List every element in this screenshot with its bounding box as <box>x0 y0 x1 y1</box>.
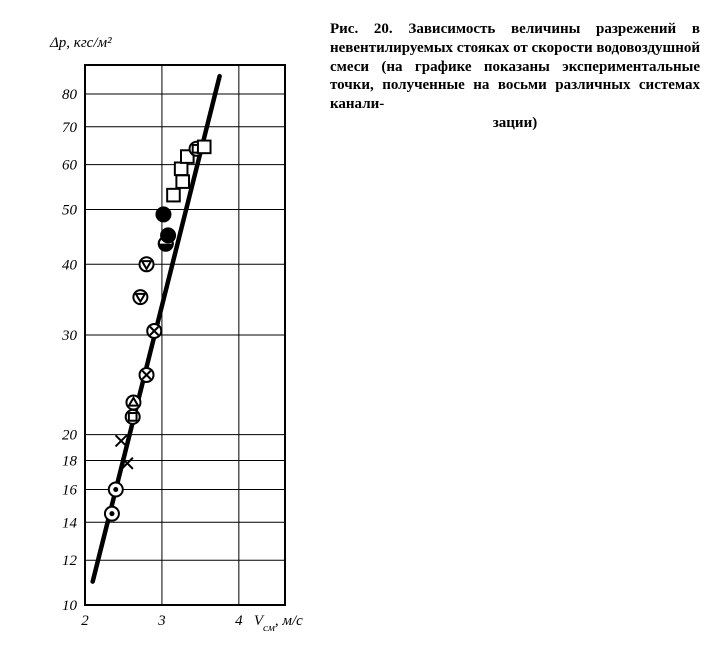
svg-text:80: 80 <box>62 87 78 103</box>
svg-text:70: 70 <box>62 120 78 136</box>
svg-text:12: 12 <box>62 553 78 569</box>
svg-text:Δp, кгс/м²: Δp, кгс/м² <box>49 35 112 51</box>
svg-text:10: 10 <box>62 598 78 614</box>
caption-last: зации) <box>330 114 700 133</box>
svg-text:18: 18 <box>62 454 78 470</box>
svg-text:20: 20 <box>62 428 78 444</box>
svg-text:2: 2 <box>81 613 89 629</box>
svg-text:16: 16 <box>62 482 78 498</box>
svg-text:40: 40 <box>62 257 78 273</box>
svg-text:30: 30 <box>61 328 78 344</box>
svg-text:60: 60 <box>62 158 78 174</box>
chart-svg: 10 12 14 16 18 20 30 40 50 60 70 80 2 3 4 Δp, кгс/м² Vсм… <box>20 15 320 655</box>
svg-text:3: 3 <box>157 613 166 629</box>
svg-text:4: 4 <box>235 613 243 629</box>
caption-prefix: Рис. 20. <box>330 21 393 37</box>
figure-caption: Рис. 20. Зависимость величины раз­режени… <box>330 20 700 133</box>
svg-text:Vсм, м/с: Vсм, м/с <box>254 613 303 634</box>
svg-text:50: 50 <box>62 202 78 218</box>
svg-text:14: 14 <box>62 515 78 531</box>
scatter-chart: 10 12 14 16 18 20 30 40 50 60 70 80 2 3 4 Δp, кгс/м² Vсм… <box>20 15 320 655</box>
